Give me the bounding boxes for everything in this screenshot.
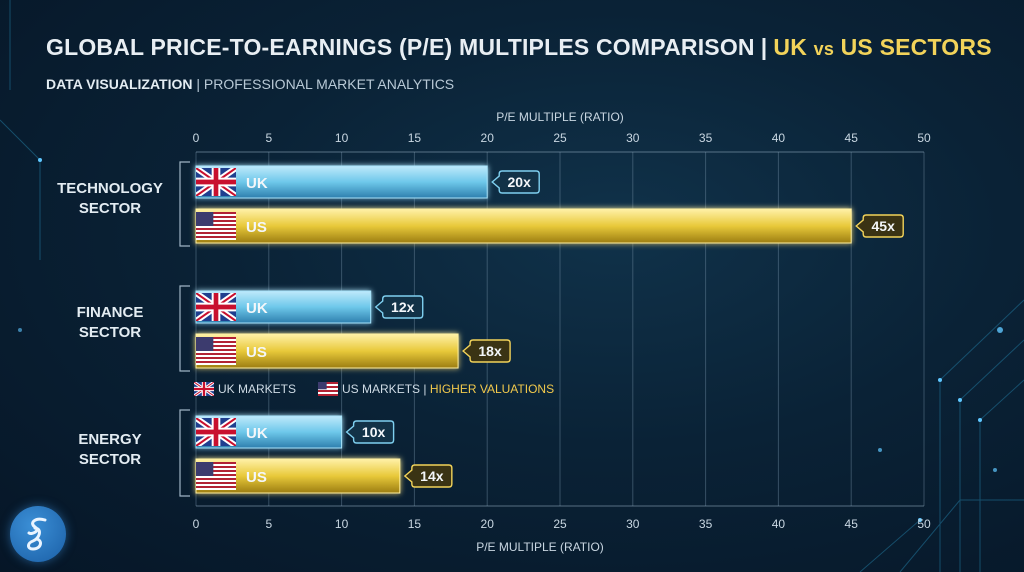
- x-axis-title-top: P/E MULTIPLE (RATIO): [496, 110, 624, 124]
- bar-series-name: UK: [246, 300, 268, 317]
- tick-label-top: 40: [772, 131, 786, 145]
- value-callout: [403, 464, 453, 488]
- legend-us: US MARKETS | HIGHER VALUATIONS: [318, 382, 554, 396]
- tick-label-bottom: 15: [408, 517, 422, 531]
- tick-label-bottom: 40: [772, 517, 786, 531]
- value-callout: [345, 420, 395, 444]
- tick-label-top: 35: [699, 131, 713, 145]
- value-callout: [855, 214, 904, 238]
- value-callout: [491, 170, 540, 194]
- chart-title: GLOBAL PRICE-TO-EARNINGS (P/E) MULTIPLES…: [46, 34, 992, 60]
- bar-series-name: US: [246, 219, 267, 236]
- uk-flag-icon: [196, 418, 236, 446]
- tick-label-bottom: 45: [845, 517, 859, 531]
- tick-label-bottom: 30: [626, 517, 640, 531]
- bar-uk: [195, 165, 488, 199]
- data-label: 18x: [478, 343, 502, 359]
- bar-us: [195, 333, 459, 369]
- tick-label-top: 50: [917, 131, 931, 145]
- group-bracket: [179, 409, 190, 497]
- value-callout: [374, 295, 424, 319]
- x-axis-title-bottom: P/E MULTIPLE (RATIO): [476, 540, 604, 554]
- bar-series-name: UK: [246, 175, 268, 192]
- sector-label: FINANCE SECTOR: [77, 304, 144, 341]
- us-flag-icon: [196, 212, 236, 240]
- data-label: 12x: [391, 299, 415, 315]
- group-bracket: [179, 161, 190, 247]
- legend-us-label: US MARKETS |: [342, 382, 427, 396]
- chart-subtitle: DATA VISUALIZATION | PROFESSIONAL MARKET…: [46, 76, 455, 92]
- legend-uk: UK MARKETS: [194, 382, 296, 396]
- us-flag-icon: [318, 382, 339, 396]
- uk-flag-icon: [196, 293, 236, 321]
- tick-label-top: 15: [408, 131, 422, 145]
- uk-flag-icon: [196, 168, 236, 196]
- legend-uk-label: UK MARKETS: [218, 382, 297, 396]
- data-label: 20x: [508, 174, 532, 190]
- data-label: 10x: [362, 424, 386, 440]
- tick-label-bottom: 20: [481, 517, 495, 531]
- bar-series-name: US: [246, 344, 267, 361]
- tick-label-top: 20: [481, 131, 495, 145]
- tick-label-bottom: 0: [193, 517, 200, 531]
- bar-series-name: US: [246, 469, 267, 486]
- us-flag-icon: [196, 462, 236, 490]
- data-label: 45x: [872, 218, 896, 234]
- tick-label-top: 5: [265, 131, 272, 145]
- legend-us-note: HIGHER VALUATIONS: [429, 382, 555, 396]
- tick-label-bottom: 35: [699, 517, 713, 531]
- tick-label-top: 25: [553, 131, 567, 145]
- bar-us: [195, 208, 852, 244]
- tick-label-bottom: 50: [917, 517, 931, 531]
- uk-flag-icon: [194, 382, 214, 396]
- group-bracket: [179, 285, 190, 372]
- tick-label-bottom: 10: [335, 517, 349, 531]
- tick-label-bottom: 5: [265, 517, 272, 531]
- sector-group: FINANCE SECTOR UK 12x US 18x: [77, 285, 511, 372]
- tick-label-top: 10: [335, 131, 349, 145]
- sector-group: ENERGY SECTOR UK 10x US 14x: [78, 409, 453, 497]
- bar-series-name: UK: [246, 425, 268, 442]
- script-f-logo-icon: [10, 506, 66, 562]
- sector-label: TECHNOLOGY SECTOR: [57, 180, 163, 217]
- value-callout: [462, 339, 511, 363]
- chart-legend: UK MARKETS US MARKETS | HIGHER VALUATION…: [194, 382, 576, 396]
- tick-label-bottom: 25: [553, 517, 567, 531]
- sector-label: ENERGY SECTOR: [78, 431, 141, 468]
- sector-group: TECHNOLOGY SECTOR UK 20x US 45x: [57, 161, 904, 247]
- tick-label-top: 45: [845, 131, 859, 145]
- us-flag-icon: [196, 337, 236, 365]
- tick-label-top: 0: [193, 131, 200, 145]
- tick-label-top: 30: [626, 131, 640, 145]
- data-label: 14x: [420, 468, 444, 484]
